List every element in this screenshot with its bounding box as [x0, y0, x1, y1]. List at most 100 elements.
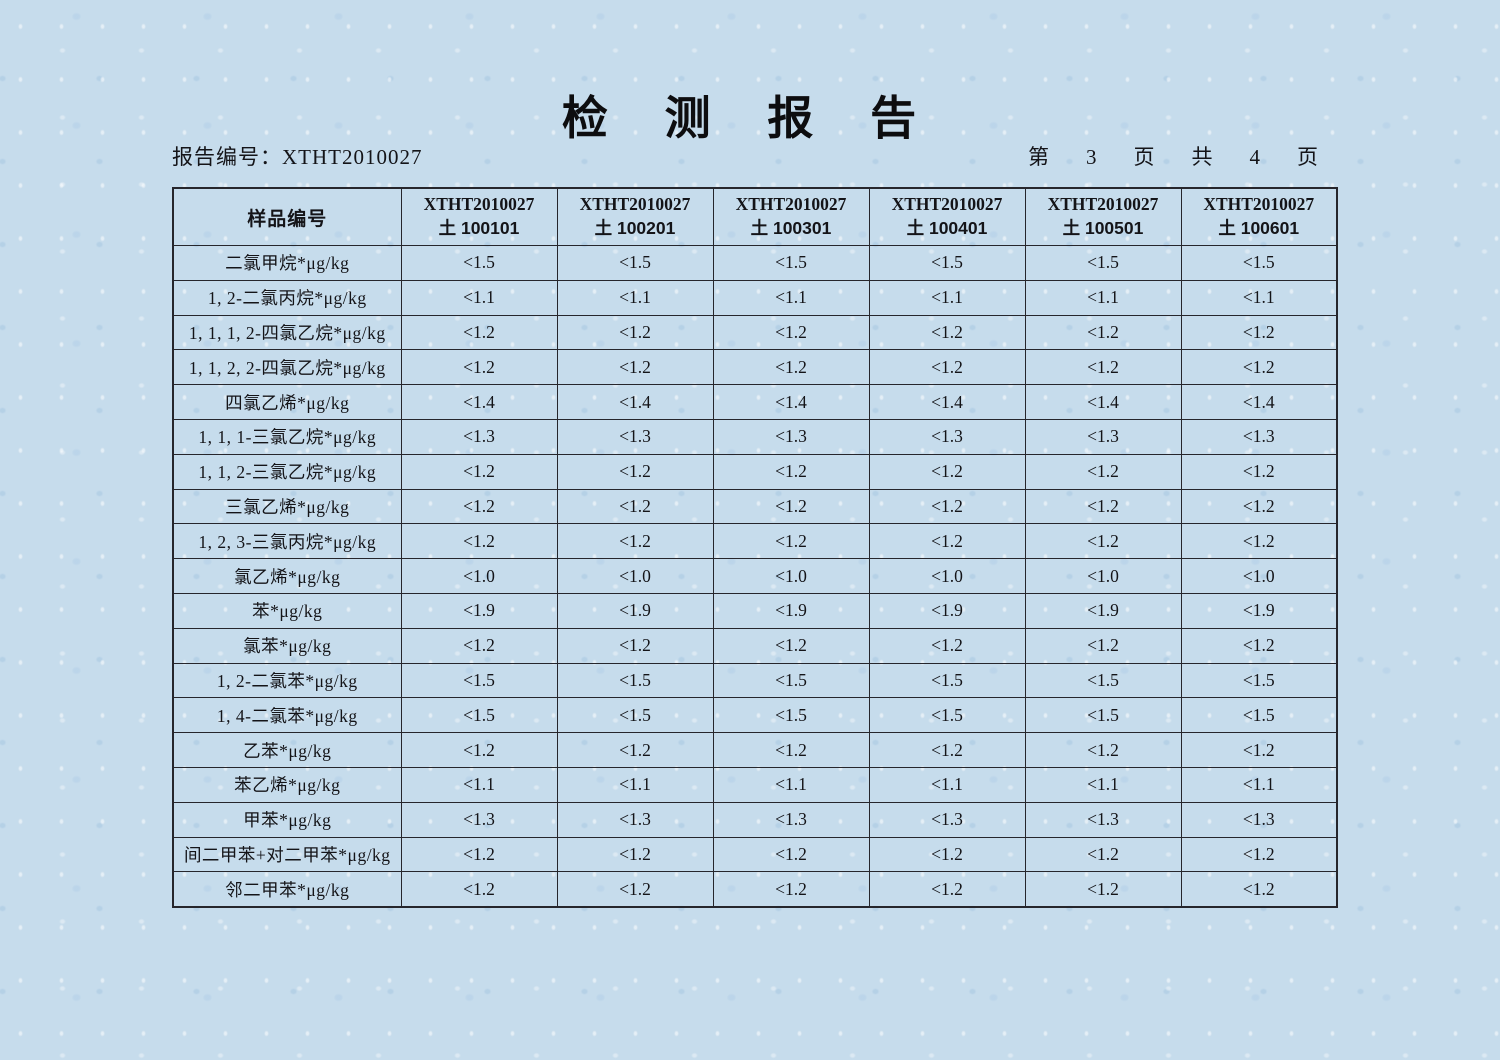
sample-column-header-line1: XTHT2010027 — [1047, 194, 1159, 215]
result-value-cell: <1.2 — [1180, 732, 1338, 768]
result-value-cell: <1.5 — [400, 245, 558, 281]
analyte-name-cell: 四氯乙烯*μg/kg — [172, 384, 402, 420]
sample-column-header-line1: XTHT2010027 — [579, 194, 691, 215]
sample-column-header-line1: XTHT2010027 — [1203, 194, 1315, 215]
result-value-cell: <1.2 — [556, 349, 714, 386]
report-number-value: XTHT2010027 — [282, 145, 423, 169]
pagination-prefix: 第 — [1028, 145, 1049, 169]
result-value-cell: <1.4 — [400, 384, 558, 420]
result-value-cell: <1.5 — [868, 697, 1026, 734]
result-value-cell: <1.2 — [400, 732, 558, 768]
result-value-cell: <1.2 — [400, 349, 558, 386]
result-value-cell: <1.2 — [1180, 836, 1338, 873]
result-value-cell: <1.2 — [868, 349, 1026, 386]
report-number-label: 报告编号： — [172, 145, 282, 169]
analyte-name-cell: 二氯甲烷*μg/kg — [172, 245, 402, 281]
result-value-cell: <1.3 — [1024, 418, 1182, 455]
result-value-cell: <1.1 — [400, 279, 558, 316]
result-value-cell: <1.5 — [556, 245, 714, 281]
result-value-cell: <1.2 — [400, 453, 558, 490]
result-value-cell: <1.4 — [1180, 384, 1338, 420]
meta-row: 报告编号：XTHT2010027 第 3 页 共 4 页 — [172, 141, 1338, 169]
result-value-cell: <1.5 — [1024, 697, 1182, 734]
analyte-name-cell: 1, 1, 2-三氯乙烷*μg/kg — [172, 453, 402, 490]
result-value-cell: <1.1 — [1024, 279, 1182, 316]
result-value-cell: <1.1 — [868, 279, 1026, 316]
result-value-cell: <1.2 — [1180, 627, 1338, 664]
result-value-cell: <1.0 — [556, 558, 714, 594]
result-value-cell: <1.5 — [556, 662, 714, 699]
table-row: 乙苯*μg/kg <1.2 <1.2 <1.2 <1.2 <1.2 <1.2 — [172, 732, 1338, 768]
result-value-cell: <1.2 — [1024, 871, 1182, 908]
result-value-cell: <1.3 — [1024, 801, 1182, 838]
result-value-cell: <1.2 — [1024, 732, 1182, 768]
result-value-cell: <1.2 — [1024, 453, 1182, 490]
result-value-cell: <1.2 — [868, 314, 1026, 351]
result-value-cell: <1.2 — [868, 453, 1026, 490]
analyte-name-cell: 甲苯*μg/kg — [172, 801, 402, 838]
table-row: 甲苯*μg/kg <1.3 <1.3 <1.3 <1.3 <1.3 <1.3 — [172, 801, 1338, 838]
result-value-cell: <1.2 — [712, 523, 870, 560]
result-value-cell: <1.3 — [1180, 418, 1338, 455]
sample-column-header-4: XTHT2010027 土 100401 — [868, 187, 1026, 246]
result-value-cell: <1.5 — [712, 245, 870, 281]
analyte-name-cell: 氯乙烯*μg/kg — [172, 558, 402, 594]
result-value-cell: <1.0 — [400, 558, 558, 594]
result-value-cell: <1.2 — [712, 349, 870, 386]
result-value-cell: <1.2 — [556, 627, 714, 664]
result-value-cell: <1.9 — [1180, 592, 1338, 629]
analyte-name-cell: 1, 4-二氯苯*μg/kg — [172, 697, 402, 734]
analyte-name-cell: 苯*μg/kg — [172, 592, 402, 629]
result-value-cell: <1.5 — [1180, 662, 1338, 699]
result-value-cell: <1.3 — [712, 801, 870, 838]
analyte-name-cell: 氯苯*μg/kg — [172, 627, 402, 664]
analyte-name-cell: 1, 1, 1-三氯乙烷*μg/kg — [172, 418, 402, 455]
result-value-cell: <1.5 — [1024, 662, 1182, 699]
pagination-current-page: 3 — [1086, 145, 1097, 169]
result-value-cell: <1.2 — [1180, 453, 1338, 490]
result-value-cell: <1.2 — [556, 836, 714, 873]
table-row: 二氯甲烷*μg/kg <1.5 <1.5 <1.5 <1.5 <1.5 <1.5 — [172, 245, 1338, 281]
analyte-name-cell: 1, 2-二氯苯*μg/kg — [172, 662, 402, 699]
sample-column-header-line2: 土 100301 — [750, 218, 832, 238]
result-value-cell: <1.2 — [1024, 627, 1182, 664]
result-value-cell: <1.4 — [556, 384, 714, 420]
result-value-cell: <1.2 — [712, 314, 870, 351]
result-value-cell: <1.5 — [868, 245, 1026, 281]
result-value-cell: <1.2 — [712, 871, 870, 908]
result-value-cell: <1.2 — [400, 836, 558, 873]
result-value-cell: <1.5 — [400, 662, 558, 699]
result-value-cell: <1.9 — [556, 592, 714, 629]
result-value-cell: <1.9 — [1024, 592, 1182, 629]
result-value-cell: <1.4 — [712, 384, 870, 420]
table-row: 1, 2-二氯丙烷*μg/kg <1.1 <1.1 <1.1 <1.1 <1.1 <1.1 — [172, 279, 1338, 316]
analyte-name-cell: 1, 1, 2, 2-四氯乙烷*μg/kg — [172, 349, 402, 386]
result-value-cell: <1.0 — [1024, 558, 1182, 594]
result-value-cell: <1.1 — [556, 766, 714, 803]
result-value-cell: <1.1 — [712, 766, 870, 803]
result-value-cell: <1.9 — [868, 592, 1026, 629]
test-report-table: 样品编号 XTHT2010027 土 100101 XTHT2010027 土 100… — [172, 187, 1338, 909]
result-value-cell: <1.2 — [1180, 314, 1338, 351]
table-row: 四氯乙烯*μg/kg <1.4 <1.4 <1.4 <1.4 <1.4 <1.4 — [172, 384, 1338, 420]
table-row: 1, 2-二氯苯*μg/kg <1.5 <1.5 <1.5 <1.5 <1.5 <1.5 — [172, 662, 1338, 699]
result-value-cell: <1.2 — [712, 836, 870, 873]
result-value-cell: <1.3 — [556, 418, 714, 455]
result-value-cell: <1.2 — [1024, 314, 1182, 351]
table-row: 苯乙烯*μg/kg <1.1 <1.1 <1.1 <1.1 <1.1 <1.1 — [172, 766, 1338, 803]
result-value-cell: <1.5 — [1024, 245, 1182, 281]
table-row: 1, 1, 1, 2-四氯乙烷*μg/kg <1.2 <1.2 <1.2 <1.2 <1.… — [172, 314, 1338, 351]
result-value-cell: <1.1 — [1180, 279, 1338, 316]
table-row: 1, 1, 1-三氯乙烷*μg/kg <1.3 <1.3 <1.3 <1.3 <1.3 <1… — [172, 418, 1338, 455]
result-value-cell: <1.1 — [400, 766, 558, 803]
analyte-name-cell: 三氯乙烯*μg/kg — [172, 488, 402, 525]
sample-column-header-3: XTHT2010027 土 100301 — [712, 187, 870, 246]
result-value-cell: <1.2 — [712, 488, 870, 525]
result-value-cell: <1.1 — [868, 766, 1026, 803]
result-value-cell: <1.2 — [712, 453, 870, 490]
sample-column-header-line2: 土 100401 — [906, 218, 988, 238]
result-value-cell: <1.2 — [868, 488, 1026, 525]
sample-column-header-line1: XTHT2010027 — [891, 194, 1003, 215]
sample-column-header-line1: XTHT2010027 — [735, 194, 847, 215]
result-value-cell: <1.5 — [400, 697, 558, 734]
